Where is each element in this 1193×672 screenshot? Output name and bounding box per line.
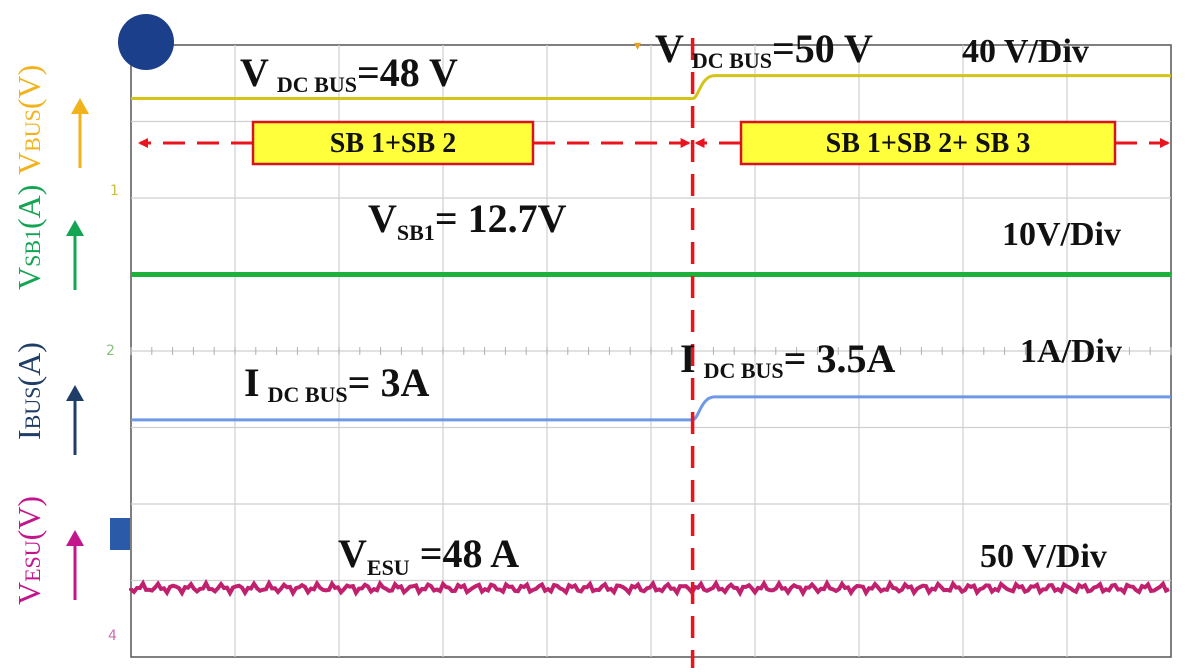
vsb1-value-label: VSB1= 12.7V [368, 196, 567, 245]
ch1-marker-blob [118, 14, 174, 70]
axis-arrowhead-vsb1 [66, 220, 84, 236]
ibus-after-label: I DC BUS= 3.5A [680, 336, 895, 383]
mode-box-before [251, 120, 535, 166]
axis-label-vsb1: VSB1(A) [11, 185, 47, 290]
mode-box-before-label: SB 1+SB 2 [330, 128, 456, 159]
trace-vbus [131, 74, 1171, 101]
annotations: V DC BUS=48 V V DC BUS=50 V 40 V/Div SB 1+… [240, 26, 1122, 580]
mode-box-after-label: SB 1+SB 2+ SB 3 [826, 128, 1031, 159]
vbus-after-label: V DC BUS=50 V [655, 26, 873, 73]
vesu-scale-label: 50 V/Div [980, 538, 1107, 575]
axis-arrowhead-ibus [66, 385, 84, 401]
ibus-scale-label: 1A/Div [1020, 333, 1122, 370]
axis-arrowhead-vesu [66, 530, 84, 546]
trigger-marker: ▾ [634, 38, 641, 54]
ch4-marker-tick: 4 [108, 628, 117, 644]
vbus-before-label: V DC BUS=48 V [240, 50, 458, 97]
ibus-before-label: I DC BUS= 3A [244, 360, 429, 407]
trace-vesu [129, 578, 1170, 598]
ch2-marker-tick: 1 [110, 183, 119, 199]
vbus-scale-label: 40 V/Div [962, 33, 1089, 70]
axis-arrowhead-vbus [71, 98, 89, 114]
axis-label-vbus: VBUS(V) [11, 65, 47, 175]
ch3-marker-tick: 2 [106, 343, 115, 359]
vesu-value-label: VESU =48 A [338, 531, 519, 580]
channel-axis-labels: VBUS(V) VSB1(A) IBUS(A) VESU(V) [11, 65, 89, 605]
axis-label-ibus: IBUS(A) [11, 342, 47, 440]
ch4-marker-square [110, 518, 130, 550]
mode-box-after [739, 120, 1117, 166]
vsb1-scale-label: 10V/Div [1002, 216, 1121, 253]
traces [129, 74, 1171, 598]
axis-label-vesu: VESU(V) [11, 496, 47, 605]
